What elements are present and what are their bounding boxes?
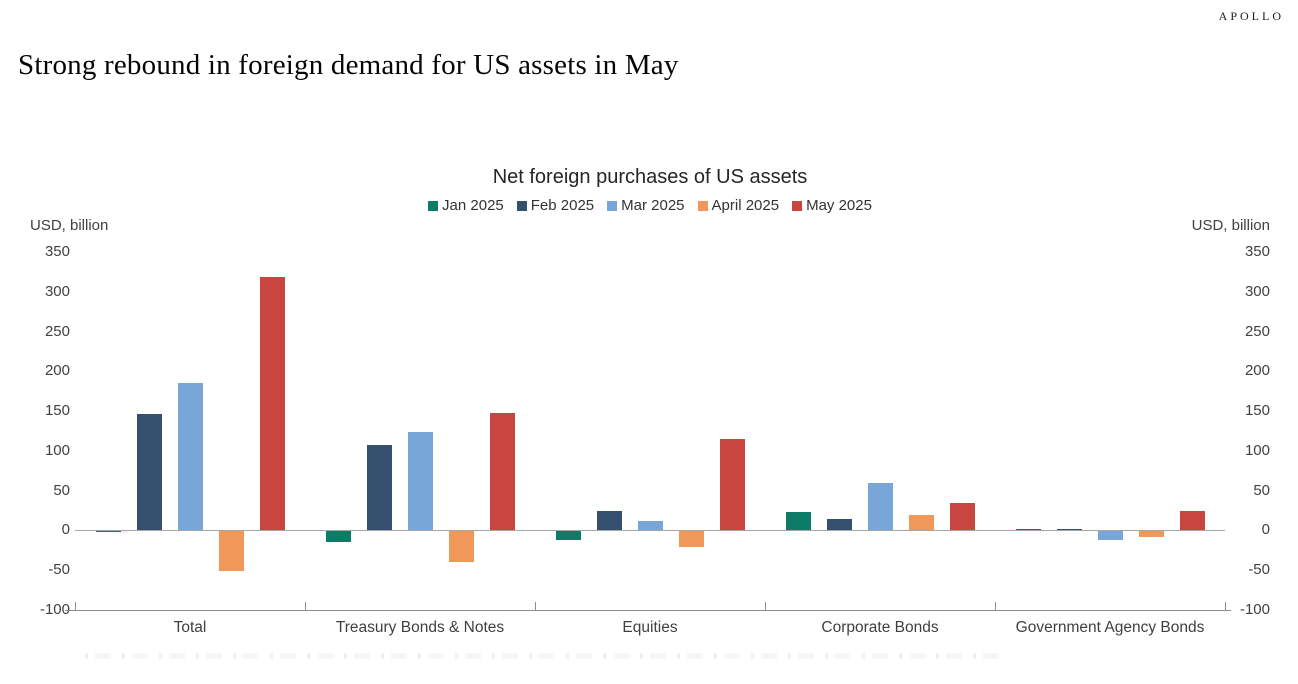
bar — [489, 413, 515, 531]
x-axis-category-label: Treasury Bonds & Notes — [335, 619, 505, 636]
y-tick-label-left: 100 — [44, 441, 70, 459]
y-tick-label-left: -50 — [48, 561, 70, 579]
y-tick-label-right: -50 — [1248, 561, 1270, 579]
bar — [366, 445, 392, 531]
y-tick-label-left: -100 — [39, 601, 70, 618]
bar — [95, 531, 121, 533]
bar — [407, 431, 433, 531]
plot-area — [65, 252, 1231, 611]
legend-swatch-icon — [428, 200, 439, 211]
apollo-logo: APOLLO — [1218, 9, 1284, 23]
legend-item: May 2025 — [792, 197, 872, 214]
bar — [908, 515, 934, 531]
x-axis-tick — [1225, 602, 1226, 610]
x-axis-tick — [535, 602, 536, 610]
bar — [1097, 531, 1123, 541]
y-tick-label-right: 350 — [1244, 243, 1270, 260]
legend-label: Feb 2025 — [530, 197, 595, 214]
x-axis-tick — [75, 602, 76, 610]
y-axis-unit-left: USD, billion — [30, 217, 109, 234]
x-axis-category-label: Total — [173, 619, 207, 636]
legend-swatch-icon — [607, 200, 618, 211]
legend-swatch-icon — [516, 200, 527, 211]
y-tick-label-right: 0 — [1261, 521, 1270, 539]
bar — [596, 510, 622, 531]
y-tick-label-left: 200 — [44, 362, 70, 380]
legend-label: Jan 2025 — [442, 197, 504, 214]
bar — [136, 414, 162, 531]
bar — [1056, 529, 1082, 531]
y-axis-labels-left: 350 300 250 200 150 100 50 0 -50 -100 — [20, 243, 70, 618]
bar — [448, 531, 474, 563]
bar — [177, 383, 203, 531]
bar-group — [75, 252, 305, 610]
y-tick-label-right: 300 — [1244, 282, 1270, 300]
x-axis-category-label: Government Agency Bonds — [1015, 619, 1205, 636]
chart-title: Net foreign purchases of US assets — [492, 166, 808, 188]
bar — [785, 512, 811, 531]
y-tick-label-left: 50 — [53, 481, 70, 499]
y-tick-label-right: 50 — [1253, 481, 1270, 499]
bar — [826, 518, 852, 531]
legend-label: May 2025 — [806, 197, 872, 214]
legend-label: April 2025 — [711, 197, 780, 214]
y-tick-label-left: 150 — [44, 402, 70, 420]
page-title: Strong rebound in foreign demand for US … — [18, 49, 679, 82]
y-tick-label-right: 250 — [1244, 322, 1270, 340]
bar — [637, 520, 663, 531]
y-tick-label-left: 350 — [44, 243, 70, 260]
y-axis-labels-right: 350 300 250 200 150 100 50 0 -50 -100 — [1220, 243, 1270, 618]
bar — [218, 531, 244, 572]
bar-group — [765, 252, 995, 610]
x-axis-line — [65, 610, 1231, 611]
bar — [678, 531, 704, 547]
legend-swatch-icon — [792, 200, 803, 211]
x-axis-category-label: Corporate Bonds — [821, 619, 939, 636]
legend-item: April 2025 — [697, 197, 780, 214]
bar — [259, 276, 285, 531]
legend-item: Feb 2025 — [516, 197, 595, 214]
bar — [325, 531, 351, 542]
x-axis-category-labels: Total Treasury Bonds & Notes Equities Corpo… — [75, 619, 1225, 637]
legend-item: Mar 2025 — [607, 197, 685, 214]
y-tick-label-right: 150 — [1244, 402, 1270, 420]
zero-gridline — [75, 530, 1225, 532]
bar — [1138, 531, 1164, 537]
bar — [1015, 529, 1041, 531]
x-axis-tick — [765, 602, 766, 610]
y-axis-unit-right: USD, billion — [1191, 217, 1270, 234]
y-tick-label-right: 200 — [1244, 362, 1270, 380]
bar — [719, 438, 745, 531]
y-tick-label-right: -100 — [1239, 601, 1270, 618]
bar — [949, 503, 975, 531]
legend-swatch-icon — [697, 200, 708, 211]
legend-label: Mar 2025 — [621, 197, 685, 214]
legend-item: Jan 2025 — [428, 197, 504, 214]
bar — [1179, 511, 1205, 531]
x-axis-category-label: Equities — [622, 619, 678, 636]
chart-legend: Jan 2025 Feb 2025 Mar 2025 April 2025 May 20… — [75, 197, 1225, 214]
bar — [867, 482, 893, 531]
x-axis-tick — [995, 602, 996, 610]
y-tick-label-right: 100 — [1244, 441, 1270, 459]
bar-group — [305, 252, 535, 610]
cropped-source-text — [85, 653, 1005, 659]
bar-group — [995, 252, 1225, 610]
bar — [555, 531, 581, 541]
bar-group — [535, 252, 765, 610]
y-tick-label-left: 300 — [44, 282, 70, 300]
y-tick-label-left: 250 — [44, 322, 70, 340]
y-tick-label-left: 0 — [61, 521, 70, 539]
x-axis-tick — [305, 602, 306, 610]
